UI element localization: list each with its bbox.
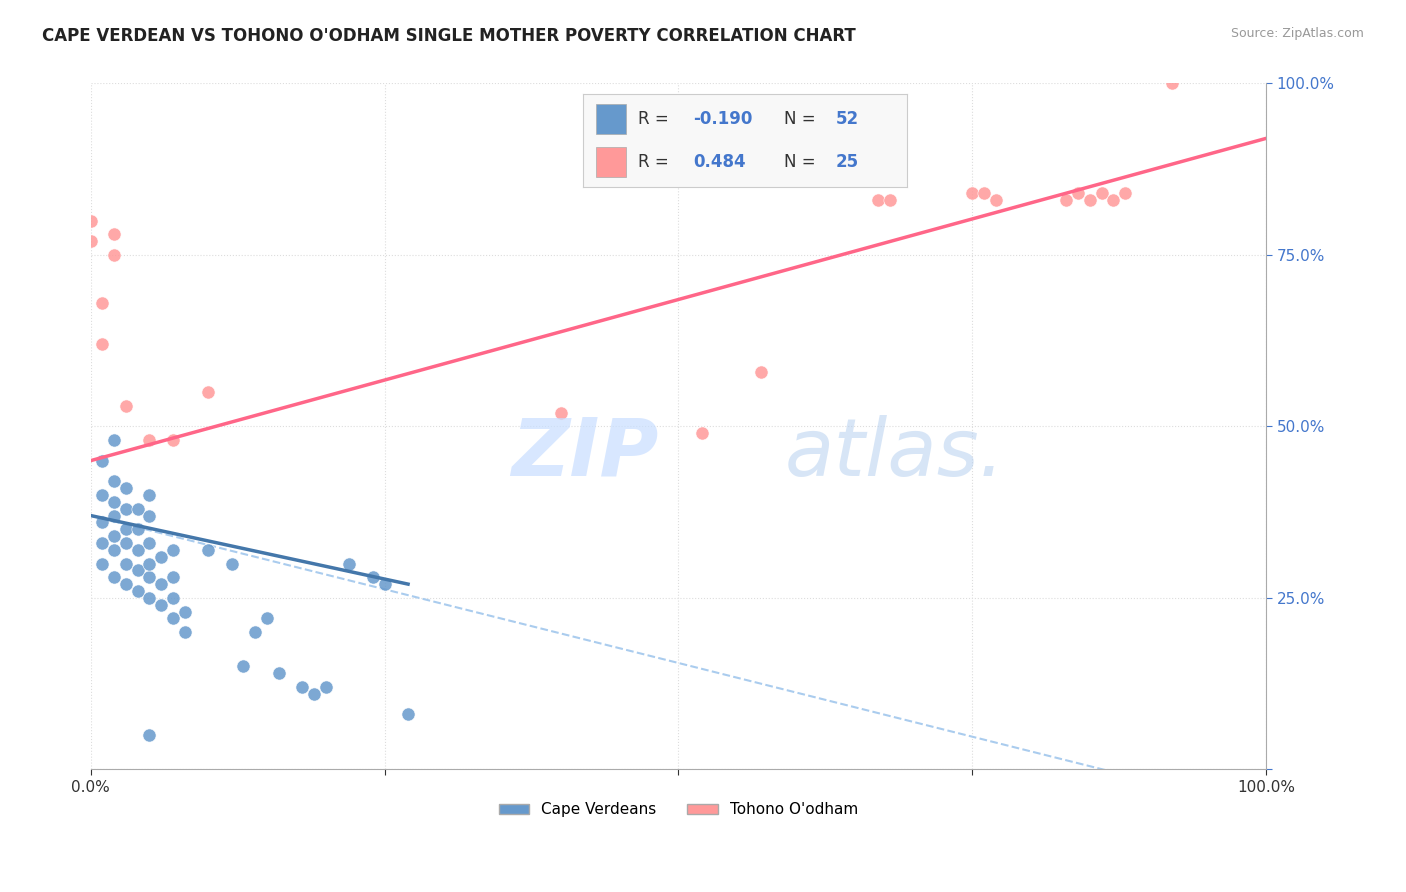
Point — [1114, 186, 1136, 201]
Point — [91, 557, 114, 571]
Point — [115, 557, 138, 571]
Point — [315, 680, 337, 694]
Text: 52: 52 — [835, 110, 859, 128]
Point — [91, 296, 114, 310]
Point — [138, 433, 160, 447]
Point — [103, 433, 125, 447]
Point — [162, 570, 184, 584]
Point — [267, 666, 290, 681]
Point — [103, 248, 125, 262]
Text: R =: R = — [638, 153, 669, 171]
Point — [115, 399, 138, 413]
Point — [173, 605, 195, 619]
Point — [173, 625, 195, 640]
Point — [103, 508, 125, 523]
Point — [1067, 186, 1090, 201]
Text: R =: R = — [638, 110, 669, 128]
Point — [138, 570, 160, 584]
FancyBboxPatch shape — [596, 147, 626, 177]
Point — [162, 611, 184, 625]
Point — [138, 728, 160, 742]
Point — [103, 475, 125, 489]
Point — [550, 406, 572, 420]
Point — [115, 522, 138, 536]
Point — [197, 542, 219, 557]
Point — [150, 577, 173, 591]
Point — [115, 501, 138, 516]
Point — [138, 488, 160, 502]
Point — [245, 625, 267, 640]
Point — [291, 680, 314, 694]
Point — [138, 557, 160, 571]
Point — [690, 426, 713, 441]
Text: N =: N = — [785, 153, 815, 171]
Point — [115, 481, 138, 495]
FancyBboxPatch shape — [596, 104, 626, 134]
Text: 25: 25 — [835, 153, 859, 171]
Point — [868, 193, 890, 207]
Point — [127, 501, 149, 516]
Point — [749, 364, 772, 378]
Point — [103, 529, 125, 543]
Point — [91, 488, 114, 502]
Point — [221, 557, 243, 571]
Point — [374, 577, 396, 591]
Text: 0.484: 0.484 — [693, 153, 747, 171]
Point — [1056, 193, 1078, 207]
Point — [1102, 193, 1125, 207]
Point — [1161, 77, 1184, 91]
Point — [197, 385, 219, 400]
Text: N =: N = — [785, 110, 815, 128]
Point — [962, 186, 984, 201]
Point — [973, 186, 995, 201]
Point — [91, 453, 114, 467]
Point — [150, 549, 173, 564]
Text: atlas.: atlas. — [785, 415, 1005, 492]
Point — [232, 659, 254, 673]
Point — [337, 557, 360, 571]
Point — [79, 213, 101, 227]
Point — [162, 433, 184, 447]
Text: Source: ZipAtlas.com: Source: ZipAtlas.com — [1230, 27, 1364, 40]
Point — [103, 495, 125, 509]
Point — [127, 584, 149, 599]
Point — [127, 522, 149, 536]
Point — [396, 707, 419, 722]
Point — [984, 193, 1007, 207]
Point — [1091, 186, 1114, 201]
Point — [1078, 193, 1101, 207]
Text: -0.190: -0.190 — [693, 110, 752, 128]
Point — [138, 591, 160, 605]
Point — [79, 234, 101, 248]
Point — [138, 536, 160, 550]
Point — [138, 508, 160, 523]
Point — [127, 542, 149, 557]
Text: CAPE VERDEAN VS TOHONO O'ODHAM SINGLE MOTHER POVERTY CORRELATION CHART: CAPE VERDEAN VS TOHONO O'ODHAM SINGLE MO… — [42, 27, 856, 45]
Point — [302, 687, 325, 701]
Point — [879, 193, 901, 207]
Point — [361, 570, 384, 584]
Point — [91, 536, 114, 550]
Point — [115, 536, 138, 550]
Text: ZIP: ZIP — [510, 415, 658, 492]
Point — [91, 516, 114, 530]
Point — [103, 542, 125, 557]
Point — [162, 591, 184, 605]
Point — [127, 563, 149, 577]
Point — [256, 611, 278, 625]
Point — [162, 542, 184, 557]
Point — [103, 570, 125, 584]
Point — [150, 598, 173, 612]
Legend: Cape Verdeans, Tohono O'odham: Cape Verdeans, Tohono O'odham — [492, 797, 865, 823]
Point — [91, 337, 114, 351]
Point — [115, 577, 138, 591]
Point — [103, 227, 125, 242]
